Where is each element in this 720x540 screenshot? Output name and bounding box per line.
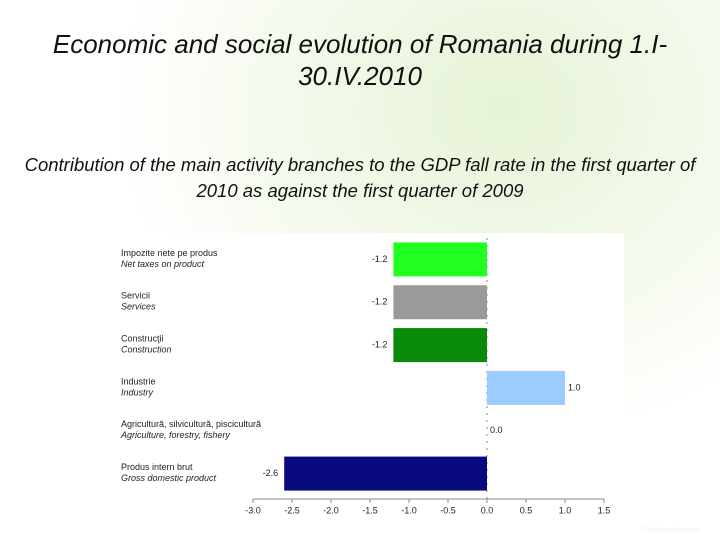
category-label: Construcţii <box>121 333 164 343</box>
x-tick-label: -3.0 <box>245 505 261 515</box>
x-tick-label: 1.5 <box>598 505 611 515</box>
category-label-en: Agriculture, forestry, fishery <box>120 430 230 440</box>
slide-title: Economic and social evolution of Romania… <box>52 29 668 91</box>
value-label: -1.2 <box>372 297 388 307</box>
bar <box>393 328 487 363</box>
value-label: 1.0 <box>568 382 581 392</box>
category-label: Agricultură, silvicultură, piscicultură <box>121 419 261 429</box>
bar <box>487 370 565 405</box>
bar <box>393 242 487 277</box>
category-label-en: Gross domestic product <box>121 473 217 483</box>
category-label: Servicii <box>121 291 150 301</box>
x-tick-label: -1.0 <box>401 505 417 515</box>
x-tick-label: -0.5 <box>440 505 456 515</box>
value-label: -1.2 <box>372 254 388 264</box>
value-label: -2.6 <box>263 468 279 478</box>
category-label: Industrie <box>121 376 156 386</box>
category-label-en: Construction <box>121 344 172 354</box>
x-tick-label: 0.0 <box>481 505 494 515</box>
category-label-en: Industry <box>121 387 154 397</box>
x-tick-label: -2.0 <box>323 505 339 515</box>
value-label: -1.2 <box>372 339 388 349</box>
footer: © TemplatesWise.com <box>640 527 700 534</box>
category-label: Produs intern brut <box>121 462 193 472</box>
bar <box>393 285 487 320</box>
category-label: Impozite nete pe produs <box>121 248 218 258</box>
category-label-en: Net taxes on product <box>121 259 205 269</box>
chart-title: Contribution of the main activity branch… <box>24 154 696 201</box>
bar <box>284 456 487 491</box>
category-label-en: Services <box>121 302 156 312</box>
x-tick-label: 1.0 <box>559 505 572 515</box>
x-tick-label: -2.5 <box>284 505 300 515</box>
x-tick-label: -1.5 <box>362 505 378 515</box>
x-tick-label: 0.5 <box>520 505 533 515</box>
value-label: 0.0 <box>490 425 503 435</box>
